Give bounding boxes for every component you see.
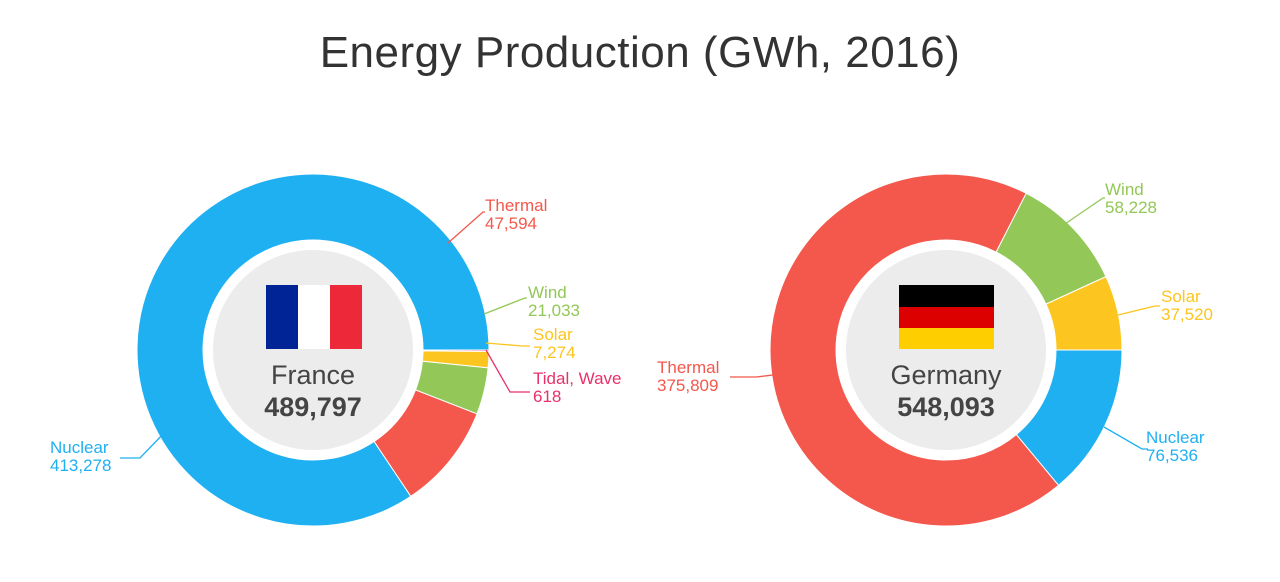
germany-country-label: Germany (890, 360, 1002, 390)
france-leader-nuclear (120, 431, 166, 459)
france-label-solar: Solar (533, 325, 573, 344)
germany-value-wind: 58,228 (1105, 198, 1157, 217)
germany-value-thermal: 375,809 (657, 376, 718, 395)
chart-title: Energy Production (GWh, 2016) (319, 28, 961, 77)
germany-hub (846, 250, 1046, 450)
france-label-thermal: Thermal (485, 196, 547, 215)
france-country-label: France (271, 360, 355, 390)
germany-total: 548,093 (897, 392, 995, 422)
france-total: 489,797 (264, 392, 362, 422)
germany-value-nuclear: 76,536 (1146, 446, 1198, 465)
germany-value-solar: 37,520 (1161, 305, 1213, 324)
france-leader-wind (483, 297, 527, 315)
france-leader-thermal (447, 211, 485, 244)
germany-label-solar: Solar (1161, 287, 1201, 306)
france-value-wind: 21,033 (528, 301, 580, 320)
germany-flag (899, 285, 994, 349)
france-label-tidal-wave: Tidal, Wave (533, 369, 622, 388)
france-leader-solar (485, 342, 530, 347)
france-label-wind: Wind (528, 283, 567, 302)
germany-leader-thermal (730, 374, 774, 378)
france-hub (213, 250, 413, 450)
france-slice-tidal-wave (422, 349, 490, 352)
france-value-solar: 7,274 (533, 343, 576, 362)
germany-label-thermal: Thermal (657, 358, 719, 377)
france-value-nuclear: 413,278 (50, 456, 111, 475)
germany-leader-nuclear (1103, 426, 1148, 450)
france-label-nuclear: Nuclear (50, 438, 109, 457)
france-value-tidal-wave: 618 (533, 387, 561, 406)
germany-label-wind: Wind (1105, 180, 1144, 199)
germany-leader-solar (1117, 305, 1160, 316)
france-value-thermal: 47,594 (485, 214, 537, 233)
germany-label-nuclear: Nuclear (1146, 428, 1205, 447)
france-leader-tidal-wave (485, 349, 530, 393)
germany-leader-wind (1061, 197, 1105, 227)
france-flag (266, 285, 362, 349)
